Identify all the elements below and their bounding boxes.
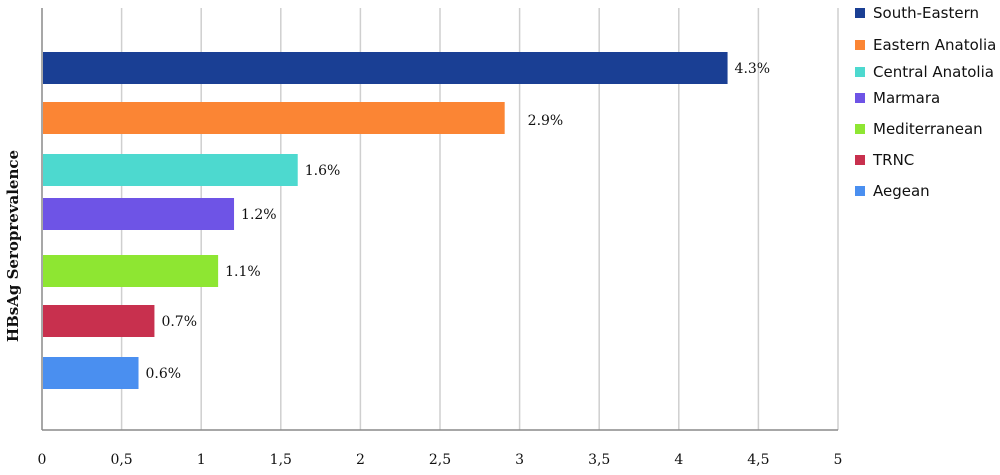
bar-trnc [43,305,155,337]
legend-swatch [855,124,865,134]
legend-entry: Marmara [873,89,940,107]
x-tick-label: 2 [356,452,365,468]
x-tick-label: 4,5 [747,452,769,468]
x-tick-labels: 0 0,5 1 1,5 2 2,5 3 3,5 4 4,5 5 [38,452,843,468]
legend-entry: Eastern Anatolia [873,36,996,54]
data-label: 1.2% [241,207,277,223]
data-labels: 4.3% 2.9% 1.6% 1.2% 1.1% 0.7% 0.6% [146,61,771,382]
legend-swatch [855,93,865,103]
legend-swatch [855,155,865,165]
legend-entry: TRNC [872,151,914,169]
x-tick-label: 2,5 [429,452,451,468]
legend-swatch [855,40,865,50]
axes [41,8,838,431]
data-label: 0.7% [161,314,197,330]
bar-mediterranean [43,255,219,287]
x-tick-label: 4 [674,452,683,468]
legend-swatch [855,186,865,196]
x-tick-label: 1 [197,452,206,468]
x-tick-label: 1,5 [270,452,292,468]
x-tick-label: 0 [38,452,47,468]
legend-entry: Central Anatolia [873,63,994,81]
data-label: 0.6% [146,366,182,382]
legend-entry: South-Eastern [873,4,979,22]
bar-aegean [43,357,139,389]
legend: South-Eastern Eastern Anatolia Central Ana… [855,4,996,200]
bar-central-anatolia [43,154,298,186]
data-label: 1.1% [225,264,261,280]
legend-entry: Aegean [873,182,930,200]
legend-swatch [855,8,865,18]
legend-entry: Mediterranean [873,120,983,138]
data-label: 1.6% [305,163,341,179]
bar-marmara [43,198,235,230]
x-tick-label: 5 [834,452,843,468]
legend-swatch [855,67,865,77]
bar-eastern-anatolia [43,102,505,134]
bar-south-eastern [43,52,728,84]
bars [43,52,728,389]
y-axis-label: HBsAg Seroprevalence [4,150,22,342]
data-label: 4.3% [735,61,771,77]
x-tick-label: 3,5 [588,452,610,468]
data-label: 2.9% [528,113,564,129]
x-tick-label: 3 [515,452,524,468]
x-tick-label: 0,5 [110,452,132,468]
